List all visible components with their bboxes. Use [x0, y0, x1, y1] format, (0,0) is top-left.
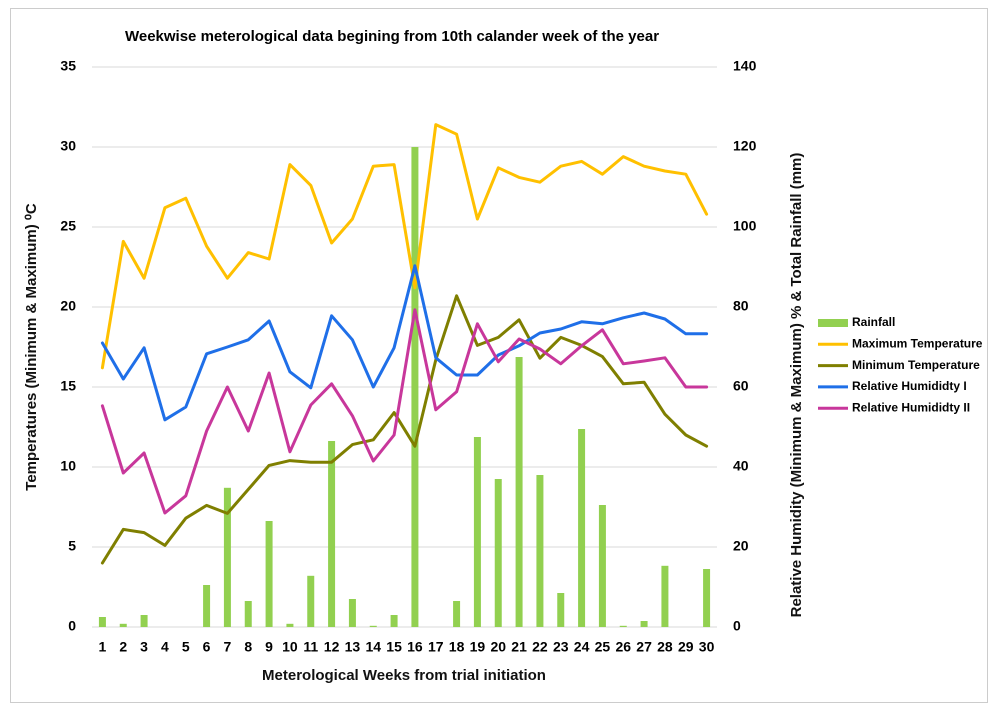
y-tick-label: 35 — [60, 58, 76, 74]
bar — [473, 437, 481, 627]
x-tick-label: 4 — [161, 639, 169, 655]
bar — [578, 429, 586, 627]
x-tick-label: 6 — [203, 639, 211, 655]
x-tick-label: 15 — [386, 639, 402, 655]
x-tick-label: 25 — [595, 639, 611, 655]
bar — [536, 475, 544, 627]
y2-tick-label: 140 — [733, 58, 757, 74]
bar — [390, 615, 398, 627]
x-axis-label: Meterological Weeks from trial initiatio… — [262, 667, 546, 684]
y2-tick-label: 40 — [733, 458, 749, 474]
x-tick-label: 3 — [140, 639, 148, 655]
bar — [619, 625, 627, 627]
y-tick-label: 25 — [60, 218, 76, 234]
x-tick-label: 7 — [224, 639, 232, 655]
y-tick-label: 15 — [60, 378, 76, 394]
bar — [140, 615, 148, 627]
x-tick-label: 24 — [574, 639, 590, 655]
line — [100, 294, 709, 565]
legend-label: Minimum Temperature — [852, 358, 980, 372]
legend-label: Rainfall — [852, 315, 895, 329]
y2-axis-label: Relative Humidity (Minimum & Maximum) % … — [788, 153, 805, 618]
x-tick-label: 19 — [470, 639, 486, 655]
bar — [703, 569, 711, 627]
x-tick-label: 17 — [428, 639, 444, 655]
bar — [244, 601, 252, 627]
bar — [598, 505, 606, 627]
bar — [640, 621, 648, 627]
x-tick-label: 18 — [449, 639, 465, 655]
bar — [557, 593, 565, 627]
bar — [494, 479, 502, 627]
bar — [307, 575, 315, 627]
bar — [515, 357, 523, 627]
y2-tick-label: 80 — [733, 298, 749, 314]
legend-label: Maximum Temperature — [852, 336, 983, 350]
bar — [661, 565, 669, 627]
x-tick-label: 21 — [511, 639, 527, 655]
x-tick-label: 2 — [119, 639, 127, 655]
x-tick-label: 30 — [699, 639, 715, 655]
bar — [98, 617, 106, 627]
y2-tick-label: 0 — [733, 618, 741, 634]
y2-tick-label: 20 — [733, 538, 749, 554]
y2-tick-label: 100 — [733, 218, 757, 234]
legend-label: Relative Humididty I — [852, 379, 967, 393]
line — [100, 123, 709, 370]
x-tick-label: 28 — [657, 639, 673, 655]
bar — [453, 601, 461, 627]
line — [100, 308, 709, 515]
y-tick-label: 5 — [68, 538, 76, 554]
bar — [369, 625, 377, 627]
y-axis-label: Temperatures (Minimum & Maximum) ⁰C — [23, 203, 40, 491]
line — [100, 264, 709, 422]
bar — [119, 623, 127, 627]
x-tick-label: 13 — [345, 639, 361, 655]
bar — [328, 441, 336, 627]
x-tick-label: 14 — [365, 639, 381, 655]
x-tick-label: 11 — [303, 639, 318, 655]
x-tick-label: 23 — [553, 639, 569, 655]
bar — [265, 521, 273, 627]
bar — [203, 585, 211, 627]
chart-title: Weekwise meterological data begining fro… — [125, 28, 659, 45]
y2-tick-label: 60 — [733, 378, 749, 394]
bar — [223, 487, 231, 627]
x-tick-label: 22 — [532, 639, 548, 655]
bar — [286, 623, 294, 627]
y-tick-label: 30 — [60, 138, 76, 154]
legend-swatch — [818, 319, 848, 327]
x-tick-label: 16 — [407, 639, 423, 655]
x-tick-label: 5 — [182, 639, 190, 655]
y-tick-label: 20 — [60, 298, 76, 314]
y-tick-label: 10 — [60, 458, 76, 474]
bar — [348, 599, 356, 627]
x-tick-label: 12 — [324, 639, 340, 655]
x-tick-label: 20 — [490, 639, 506, 655]
x-tick-label: 27 — [636, 639, 652, 655]
x-tick-label: 9 — [265, 639, 273, 655]
y-tick-label: 0 — [68, 618, 76, 634]
x-tick-label: 8 — [244, 639, 252, 655]
legend-label: Relative Humididty II — [852, 400, 970, 414]
bar — [411, 147, 419, 627]
y2-tick-label: 120 — [733, 138, 757, 154]
x-tick-label: 1 — [99, 639, 107, 655]
x-tick-label: 26 — [615, 639, 631, 655]
x-tick-label: 29 — [678, 639, 694, 655]
x-tick-label: 10 — [282, 639, 298, 655]
